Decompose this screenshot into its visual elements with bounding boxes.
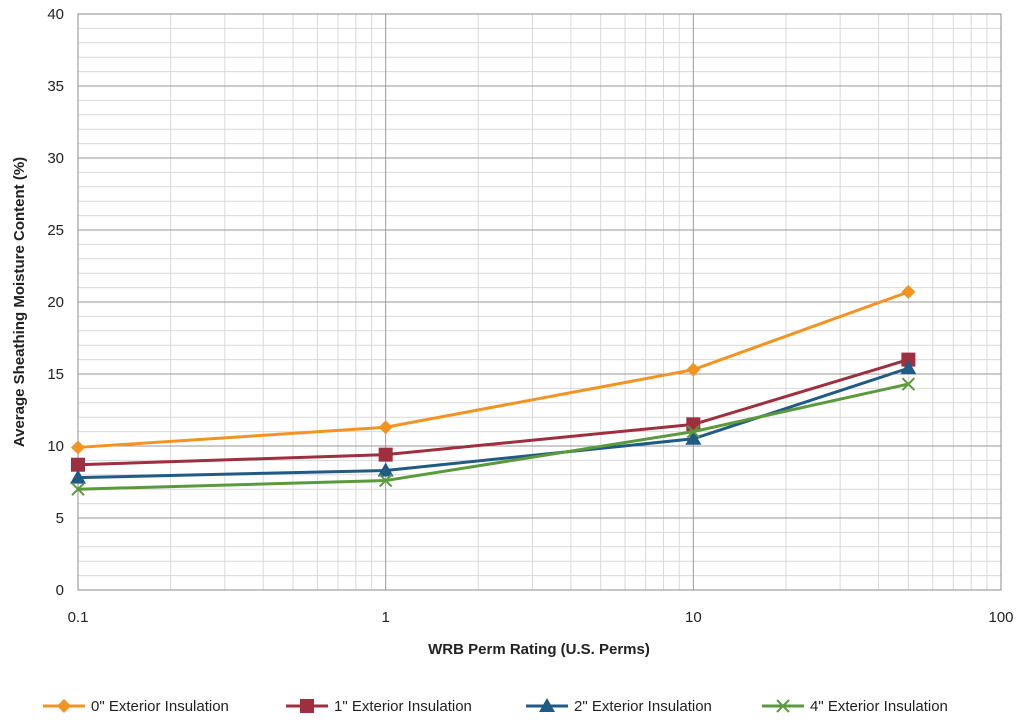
y-tick-label: 40: [47, 6, 64, 23]
legend-marker: [776, 699, 790, 713]
legend-label: 1" Exterior Insulation: [334, 698, 472, 715]
data-point: [378, 447, 393, 462]
data-point: [901, 284, 916, 299]
y-tick-label: 10: [47, 438, 64, 455]
y-tick-label: 20: [47, 294, 64, 311]
data-point: [377, 462, 394, 477]
marker-stroke: [686, 424, 701, 439]
series-3: [71, 377, 916, 496]
legend-label: 0" Exterior Insulation: [91, 698, 229, 715]
data-point: [685, 430, 702, 445]
y-tick-label: 0: [56, 582, 64, 599]
y-tick-label: 30: [47, 150, 64, 167]
marker-stroke: [901, 377, 916, 391]
legend-item: 0" Exterior Insulation: [43, 698, 229, 715]
series-line: [77, 290, 909, 449]
data-point: [901, 352, 916, 367]
x-tick-label: 1: [381, 609, 389, 626]
x-axis-title: WRB Perm Rating (U.S. Perms): [428, 641, 650, 658]
legend: 0" Exterior Insulation 1" Exterior Insula…: [43, 698, 948, 715]
x-tick-label: 10: [685, 609, 702, 626]
series-line: [77, 358, 909, 467]
data-point: [686, 424, 701, 439]
series-layer: [70, 284, 917, 496]
series-line: [77, 382, 909, 491]
series-2: [70, 360, 917, 484]
legend-item: 1" Exterior Insulation: [286, 698, 472, 715]
legend-marker: [539, 698, 555, 712]
y-tick-label: 5: [56, 510, 64, 527]
series-1: [71, 352, 916, 472]
data-point: [901, 377, 916, 391]
data-point: [70, 469, 86, 484]
marker-stroke: [71, 482, 85, 496]
x-axis-ticks: 0.1 1 10 100: [68, 609, 1014, 626]
x-tick-label: 100: [988, 609, 1013, 626]
x-tick-label: 0.1: [68, 609, 89, 626]
marker-stroke: [776, 699, 790, 713]
y-axis-ticks: 0 5 10 15 20 25 30 35 40: [47, 6, 64, 599]
data-point: [378, 420, 393, 435]
data-point: [378, 473, 393, 488]
marker-stroke: [378, 473, 393, 488]
data-point: [71, 482, 85, 496]
y-tick-label: 35: [47, 78, 64, 95]
y-axis-title: Average Sheathing Moisture Content (%): [11, 157, 28, 447]
data-point: [686, 362, 701, 377]
legend-label: 2" Exterior Insulation: [574, 698, 712, 715]
legend-marker: [300, 699, 314, 713]
y-tick-label: 25: [47, 222, 64, 239]
plot-border: [77, 13, 1002, 591]
data-point: [71, 440, 85, 455]
data-point: [900, 360, 917, 375]
series-0: [71, 284, 916, 455]
legend-label: 4" Exterior Insulation: [810, 698, 948, 715]
y-tick-label: 15: [47, 366, 64, 383]
legend-item: 2" Exterior Insulation: [526, 698, 712, 715]
data-point: [71, 457, 85, 472]
legend-marker: [57, 699, 71, 713]
legend-item: 4" Exterior Insulation: [762, 698, 948, 715]
